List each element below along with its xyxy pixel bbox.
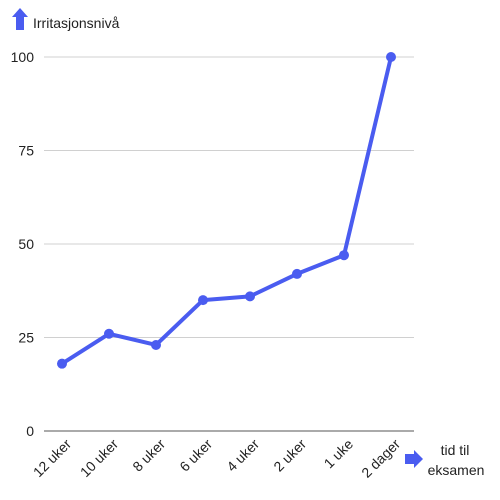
x-axis-title-group: tid til eksamen (405, 442, 484, 478)
y-tick-label-0: 0 (26, 423, 34, 439)
x-axis-title-line-1: tid til (441, 442, 470, 458)
data-point-6 (339, 250, 349, 261)
arrow-up-icon (12, 8, 28, 30)
y-tick-labels: 0 25 50 75 100 (11, 49, 35, 439)
x-tick-label-4: 4 uker (223, 436, 262, 475)
y-axis-title-group: Irritasjonsnivå (12, 8, 120, 31)
series-line-group (57, 52, 396, 369)
y-tick-label-75: 75 (18, 143, 34, 159)
x-tick-label-5: 2 uker (270, 436, 309, 475)
x-tick-label-6: 1 uke (321, 436, 357, 472)
data-point-1 (104, 328, 114, 339)
data-point-4 (245, 291, 255, 302)
x-tick-label-0: 12 uker (30, 436, 75, 481)
y-tick-label-50: 50 (18, 236, 34, 252)
arrow-right-icon (405, 450, 423, 468)
data-point-2 (151, 339, 161, 350)
x-tick-label-3: 6 uker (176, 436, 215, 475)
y-tick-label-25: 25 (18, 330, 34, 346)
x-tick-label-2: 8 uker (129, 436, 168, 475)
y-tick-label-100: 100 (11, 49, 35, 65)
x-tick-labels: 12 uker 10 uker 8 uker 6 uker 4 uker 2 uker 1 … (30, 436, 404, 481)
data-point-5 (292, 268, 302, 279)
series-line (60, 55, 393, 366)
data-point-7 (386, 52, 396, 62)
x-tick-label-7: 2 dager (358, 436, 403, 481)
x-axis-title-line-2: eksamen (428, 462, 485, 478)
grid-lines (44, 56, 414, 432)
data-point-0 (57, 358, 67, 369)
data-point-3 (198, 295, 208, 306)
x-tick-label-1: 10 uker (77, 436, 122, 481)
y-axis-title: Irritasjonsnivå (33, 15, 120, 31)
